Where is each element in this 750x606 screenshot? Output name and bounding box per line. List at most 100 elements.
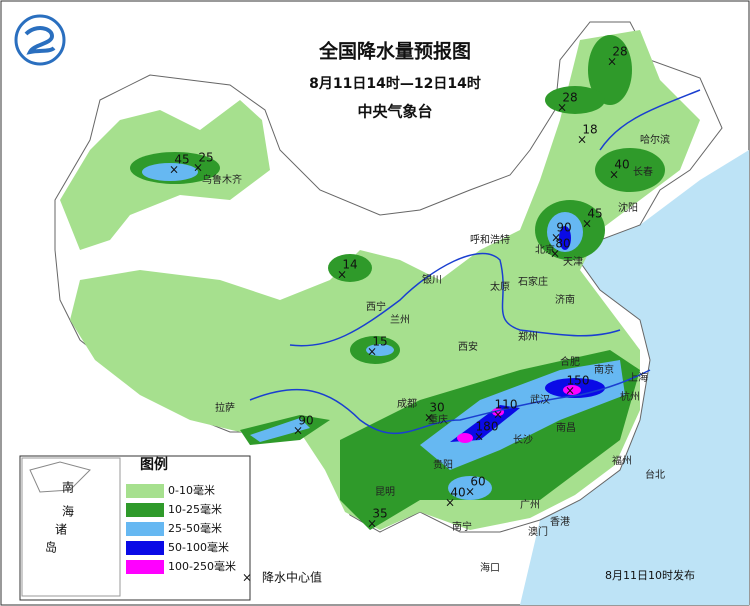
city-label: 合肥	[560, 355, 580, 368]
city-label: 西宁	[366, 300, 386, 313]
precip-center-value: 60	[470, 475, 485, 489]
city-label: 杭州	[620, 390, 640, 403]
city-label: 福州	[612, 454, 632, 467]
city-label: 广州	[520, 499, 540, 511]
inset-label: 诸	[55, 523, 67, 537]
inset-coast	[29, 461, 91, 493]
city-label: 北京	[535, 243, 555, 256]
city-label: 武汉	[530, 393, 550, 406]
precip-center-value: 45	[587, 207, 602, 221]
center-mark: ×	[557, 101, 567, 115]
precip-center-value: 90	[556, 221, 571, 235]
legend: 图例 × 降水中心值 0-10毫米 10-25毫米 25-50毫米 50-100毫米 1…	[19, 455, 322, 601]
inset-label: 南	[62, 480, 74, 495]
legend-swatch	[126, 484, 164, 498]
legend-label: 100-250毫米	[168, 559, 236, 573]
city-label: 南昌	[556, 421, 576, 434]
city-label: 哈尔滨	[640, 133, 670, 146]
city-label: 乌鲁木齐	[202, 173, 242, 186]
precip-center-value: 40	[450, 486, 465, 500]
city-label: 长沙	[513, 434, 533, 446]
precip-center-value: 90	[298, 414, 313, 428]
city-label: 上海	[628, 371, 648, 384]
center-mark: ×	[193, 161, 203, 175]
legend-swatch	[126, 522, 164, 536]
city-label: 郑州	[518, 330, 538, 343]
precip-center-value: 15	[372, 335, 387, 349]
precip-center-value: 40	[614, 158, 629, 172]
sea	[520, 150, 749, 605]
city-label: 济南	[555, 293, 575, 306]
legend-label: 50-100毫米	[168, 540, 229, 554]
city-label: 长春	[633, 166, 653, 178]
legend-swatch	[126, 503, 164, 517]
precip-center-value: 150	[567, 374, 590, 388]
center-mark: ×	[169, 163, 179, 177]
center-mark: ×	[293, 424, 303, 438]
precip-center-value: 14	[342, 258, 357, 272]
center-mark: ×	[424, 411, 434, 425]
issuer: 中央气象台	[357, 103, 432, 121]
city-label: 台北	[645, 468, 665, 481]
city-label: 拉萨	[215, 401, 235, 414]
footer: 8月11日10时发布	[605, 568, 695, 582]
city-label: 太原	[490, 280, 510, 293]
precip-center-value: 180	[476, 420, 499, 434]
center-mark: ×	[493, 408, 503, 422]
legend-swatch	[126, 560, 164, 574]
center-mark: ×	[565, 384, 575, 398]
legend-label: 25-50毫米	[168, 521, 222, 535]
city-label: 海口	[480, 561, 500, 574]
precip-center-value: 35	[372, 507, 387, 521]
city-label: 南宁	[452, 520, 472, 533]
center-mark: ×	[577, 133, 587, 147]
center-mark: ×	[582, 217, 592, 231]
center-mark: ×	[609, 168, 619, 182]
center-mark: ×	[551, 231, 561, 245]
title: 全国降水量预报图	[318, 40, 471, 63]
city-label: 沈阳	[618, 201, 638, 214]
city-label: 西安	[458, 340, 478, 353]
precip-center-value: 110	[495, 398, 518, 412]
inset-label: 岛	[45, 540, 57, 555]
city-label: 澳门	[528, 525, 548, 538]
precip-center-value: 18	[582, 123, 597, 137]
subtitle: 8月11日14时—12日14时	[309, 75, 481, 92]
city-label: 银川	[422, 273, 442, 286]
center-symbol: ×	[242, 571, 252, 585]
city-label: 成都	[397, 398, 417, 410]
center-mark: ×	[367, 517, 377, 531]
city-label: 贵阳	[433, 458, 453, 471]
center-mark: ×	[550, 247, 560, 261]
city-label: 天津	[563, 256, 583, 268]
precip-center-value: 28	[562, 91, 577, 105]
city-label: 兰州	[390, 313, 410, 326]
inset-label: 海	[62, 504, 74, 519]
city-label: 香港	[550, 516, 570, 528]
city-label: 昆明	[375, 486, 395, 498]
legend-swatch	[126, 541, 164, 555]
legend-title: 图例	[140, 456, 168, 473]
precip-center-value: 28	[612, 45, 627, 59]
city-label: 重庆	[428, 413, 448, 426]
center-mark: ×	[465, 485, 475, 499]
precip-center-value: 80	[555, 237, 570, 251]
center-mark: ×	[474, 430, 484, 444]
legend-label: 0-10毫米	[168, 483, 215, 497]
center-mark: ×	[337, 268, 347, 282]
city-label: 呼和浩特	[470, 234, 510, 246]
legend-label: 10-25毫米	[168, 502, 222, 516]
city-label: 石家庄	[518, 275, 548, 288]
center-label: 降水中心值	[262, 570, 322, 585]
precip-center-value: 25	[198, 151, 213, 165]
center-mark: ×	[607, 55, 617, 69]
city-label: 南京	[594, 363, 614, 376]
center-mark: ×	[445, 496, 455, 510]
logo	[14, 14, 66, 66]
precip-center-value: 45	[174, 153, 189, 167]
precip-center-value: 30	[429, 401, 444, 415]
rivers	[249, 89, 701, 435]
center-mark: ×	[367, 345, 377, 359]
